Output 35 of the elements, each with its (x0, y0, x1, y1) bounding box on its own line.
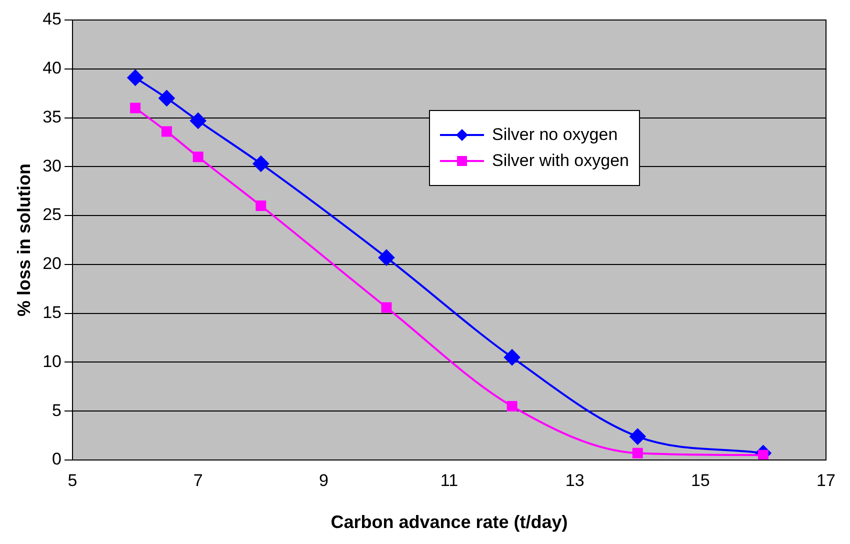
legend-label: Silver no oxygen (492, 125, 618, 145)
y-tick-label: 30 (42, 156, 62, 176)
y-tick-label: 40 (42, 58, 62, 78)
y-tick-label: 10 (42, 352, 62, 371)
x-tick-label: 11 (440, 470, 458, 490)
y-tick-label: 35 (42, 107, 62, 126)
x-tick-label: 13 (565, 470, 584, 490)
x-tick-label: 9 (318, 470, 328, 490)
x-tick-label: 7 (193, 470, 203, 490)
x-tick-label: 15 (690, 470, 710, 490)
y-tick-label: 45 (42, 10, 62, 29)
y-axis-title: % loss in solution (14, 163, 34, 317)
point (192, 152, 204, 162)
point (158, 90, 175, 106)
point (256, 200, 266, 212)
x-axis-title: Carbon advance rate (t/day) (330, 512, 568, 532)
point (381, 302, 392, 313)
y-tick-label: 25 (42, 205, 62, 224)
legend-label: Silver with oxygen (492, 151, 629, 171)
point (632, 448, 643, 458)
y-tick-label: 5 (52, 400, 62, 420)
point (127, 70, 144, 86)
point (130, 102, 141, 114)
x-tick-label: 17 (816, 470, 836, 490)
y-tick-label: 0 (52, 450, 62, 469)
point (506, 400, 518, 412)
point (161, 126, 172, 137)
point (252, 156, 269, 172)
point (190, 112, 206, 129)
point (504, 349, 520, 366)
y-tick-label: 20 (42, 254, 62, 274)
point (378, 250, 394, 266)
x-tick-label: 5 (68, 470, 78, 490)
point (630, 428, 646, 445)
y-tick-label: 15 (42, 303, 62, 322)
